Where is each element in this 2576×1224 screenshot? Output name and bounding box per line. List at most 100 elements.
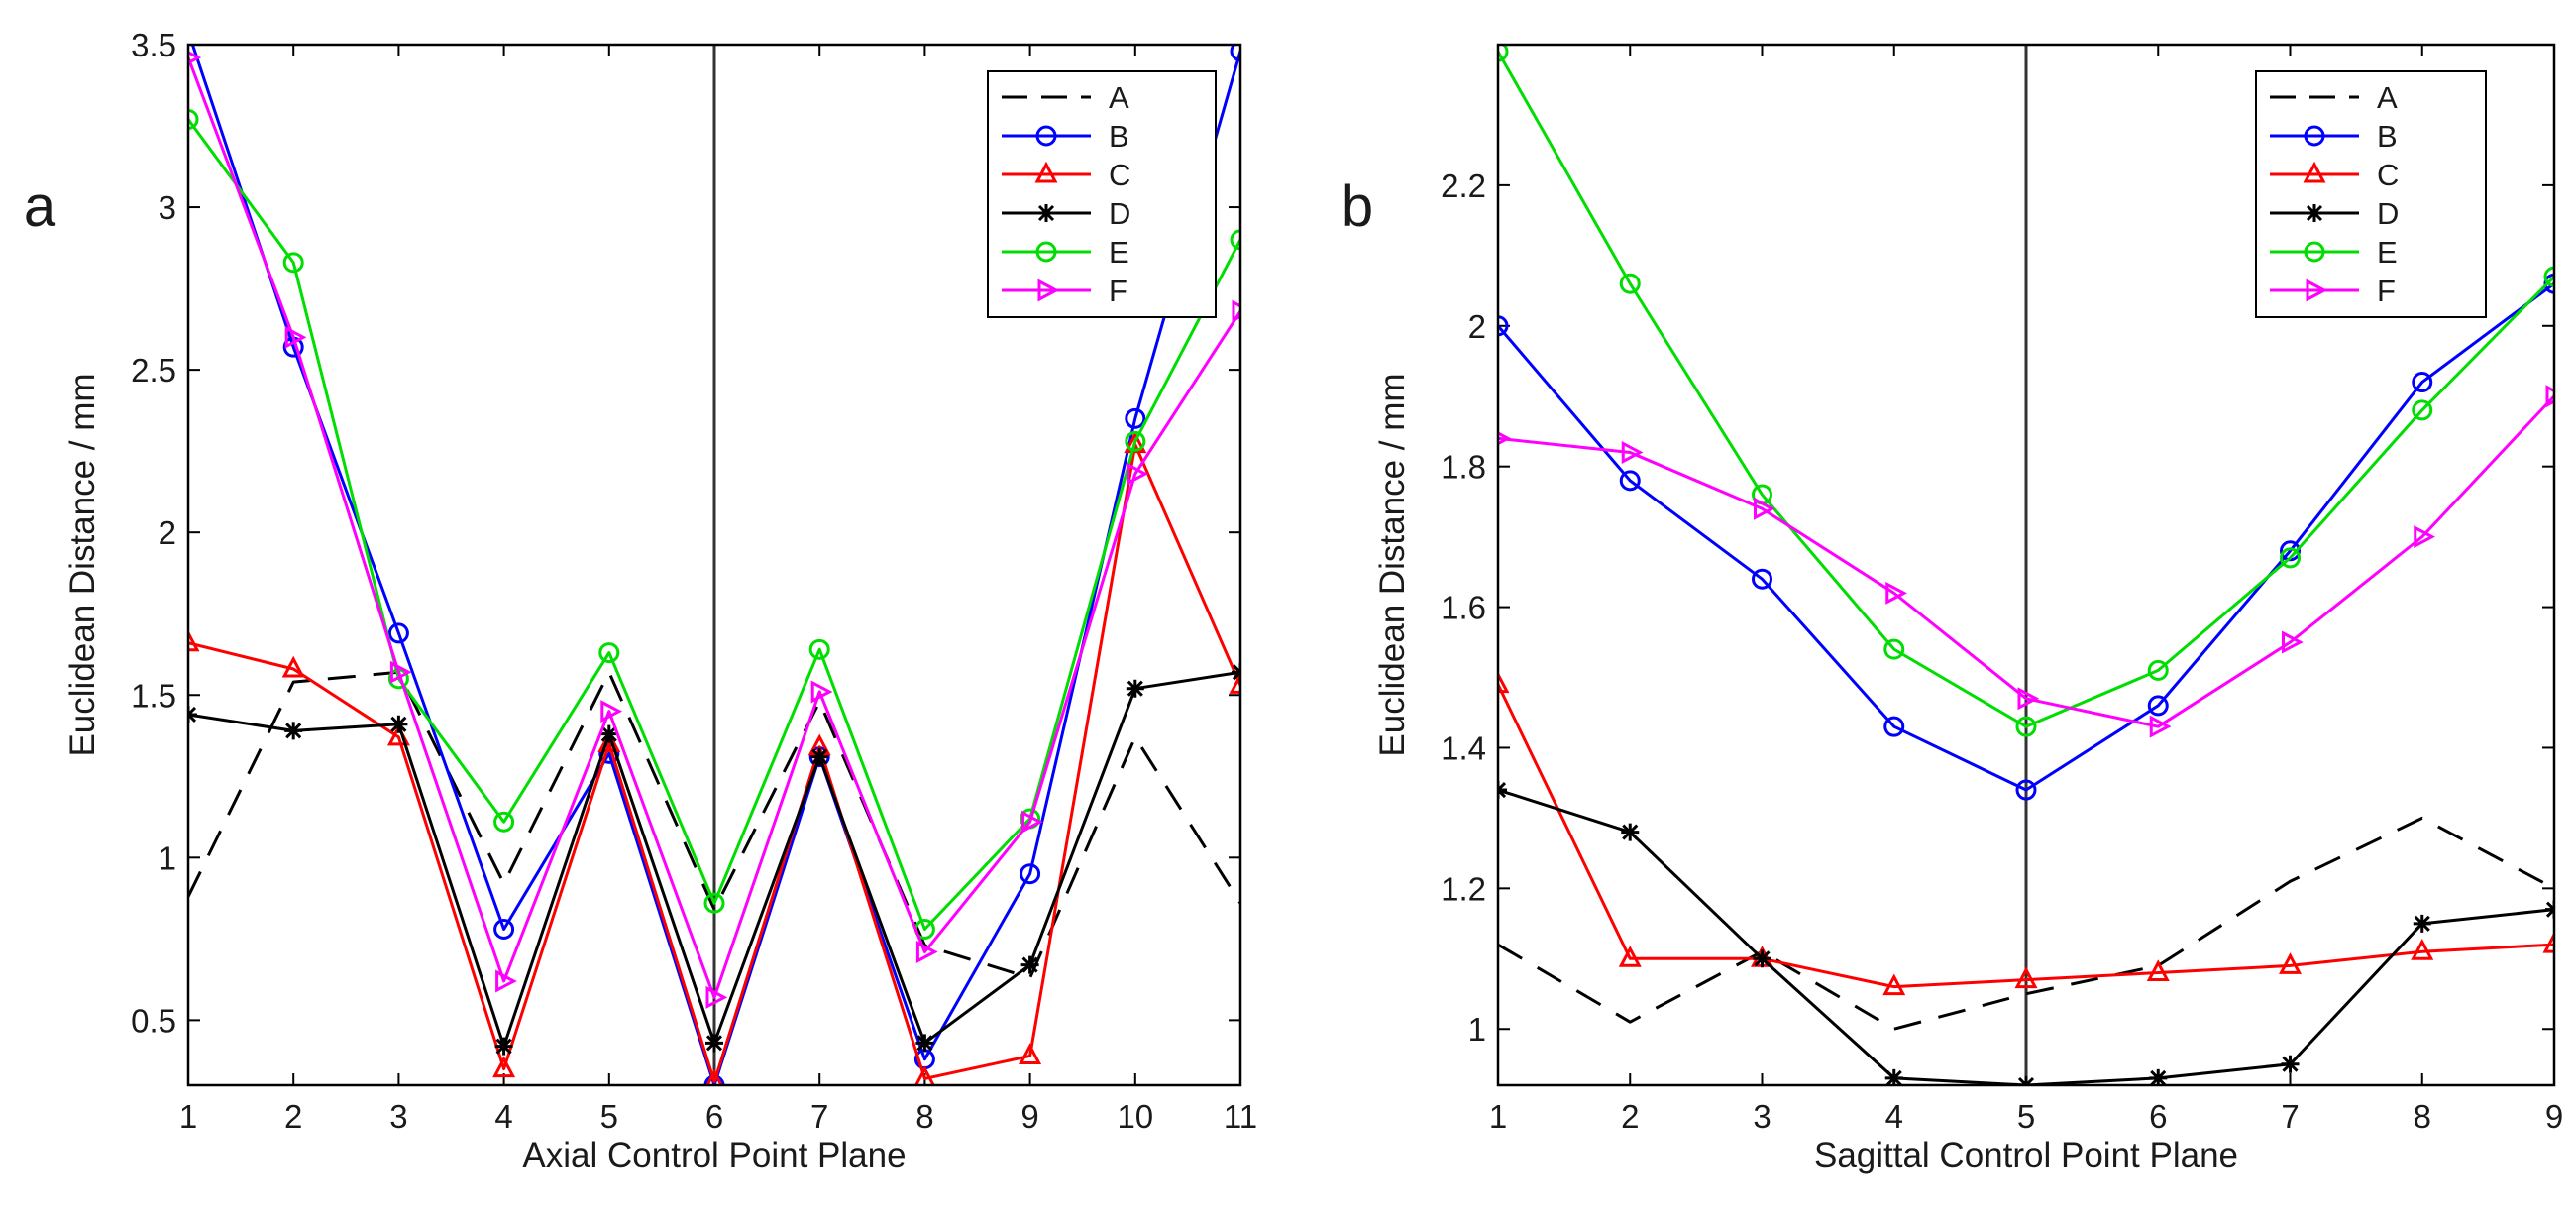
series-line-D	[1498, 788, 2554, 1085]
data-point-asterisk	[2149, 1068, 2168, 1085]
data-point-triangle-right	[1621, 440, 1644, 464]
data-point-circle	[1125, 430, 1146, 452]
series-D	[1498, 781, 2554, 1085]
y-tick-label: 1.5	[131, 677, 176, 714]
data-point-asterisk	[1020, 955, 1039, 974]
data-point-triangle-right	[1232, 299, 1240, 323]
data-point-asterisk	[389, 715, 408, 733]
data-point-triangle-right	[600, 700, 623, 723]
data-point-circle	[2280, 547, 2301, 569]
y-tick-label: 2.2	[1441, 167, 1486, 204]
data-point-triangle	[597, 730, 621, 752]
data-point-circle	[808, 638, 830, 660]
data-point-circle	[2412, 399, 2433, 421]
y-axis-title: Euclidean Distance / mm	[63, 373, 102, 756]
series-line-B	[1498, 282, 2554, 792]
data-point-circle	[2147, 695, 2169, 717]
data-point-triangle-right	[915, 940, 938, 963]
data-point-triangle-right	[810, 680, 833, 704]
x-tick-label: 9	[2545, 1098, 2563, 1135]
data-point-circle	[387, 622, 409, 644]
panel-label: a	[24, 174, 56, 239]
x-axis-title: Sagittal Control Point Plane	[1814, 1136, 2238, 1174]
legend-label-C: C	[1109, 158, 1130, 192]
legend-label-D: D	[1109, 196, 1130, 231]
y-tick-label: 1	[159, 839, 176, 876]
data-point-triangle	[188, 629, 200, 652]
legend-label-A: A	[2377, 80, 2398, 115]
data-point-asterisk	[599, 724, 618, 743]
data-point-asterisk	[810, 747, 829, 766]
data-point-triangle	[1618, 946, 1642, 967]
y-tick-label: 1.2	[1441, 870, 1486, 907]
data-point-triangle-right	[2149, 715, 2172, 738]
data-point-triangle-right	[705, 985, 728, 1009]
chart-panel-b: b 1 2 3 4 5 6 7 8 9 1 1.2 1.4 1.6 1.8 2 2.2 Sagittal Cont…	[1342, 43, 2563, 1174]
series-line-E	[188, 118, 1240, 931]
data-point-circle	[703, 892, 725, 914]
x-axis-title: Axial Control Point Plane	[522, 1136, 906, 1174]
data-point-circle	[2015, 716, 2037, 737]
data-point-circle	[1035, 241, 1057, 263]
data-point-triangle-right	[495, 969, 517, 993]
data-point-asterisk	[2413, 914, 2431, 933]
y-tick-label: 0.5	[131, 1002, 176, 1039]
series-D	[188, 663, 1240, 1056]
legend-box	[987, 70, 1217, 318]
data-point-circle	[1883, 638, 1905, 660]
legend-label-B: B	[2377, 119, 2398, 154]
legend-label-F: F	[1109, 274, 1127, 308]
x-tick-label: 3	[1753, 1098, 1771, 1135]
data-point-triangle	[1019, 1043, 1042, 1064]
data-point-triangle	[2146, 959, 2170, 981]
x-tick-label: 8	[2414, 1098, 2431, 1135]
legend-label-E: E	[1109, 235, 1129, 270]
series-A	[1498, 816, 2554, 1031]
data-point-circle	[1619, 273, 1641, 294]
x-tick-label: 6	[705, 1098, 723, 1135]
data-point-circle	[1035, 125, 1057, 147]
x-tick-label: 7	[810, 1098, 828, 1135]
data-point-asterisk	[284, 722, 303, 740]
data-point-triangle	[1498, 671, 1510, 694]
data-point-triangle-right	[1127, 462, 1149, 486]
legend-label-D: D	[2377, 196, 2399, 231]
data-point-triangle-right	[284, 325, 307, 349]
data-point-asterisk	[915, 1034, 934, 1053]
data-point-triangle-right	[1885, 581, 1907, 605]
data-point-triangle-right	[2306, 278, 2328, 302]
data-point-triangle-right	[1754, 497, 1775, 520]
data-point-triangle-right	[2545, 385, 2554, 408]
data-point-asterisk	[494, 1037, 513, 1056]
data-point-triangle	[2014, 966, 2038, 989]
series-line-C	[188, 443, 1240, 1084]
y-tick-label: 1.4	[1441, 729, 1486, 766]
series-line-F	[188, 56, 1240, 999]
y-tick-label: 2.5	[131, 352, 176, 389]
y-tick-label: 3	[159, 189, 176, 226]
y-tick-label: 1.8	[1441, 449, 1486, 486]
legend-label-F: F	[2377, 274, 2396, 308]
data-point-asterisk	[705, 1034, 723, 1053]
data-point-triangle	[1229, 672, 1240, 694]
data-point-circle	[493, 811, 515, 833]
data-point-triangle	[2542, 931, 2554, 953]
data-point-circle	[598, 642, 620, 664]
data-point-triangle	[2411, 938, 2434, 960]
data-point-circle	[2304, 125, 2325, 147]
x-tick-label: 5	[2017, 1098, 2035, 1135]
data-point-triangle-right	[1021, 810, 1043, 834]
data-point-circle	[2304, 241, 2325, 263]
data-point-triangle	[492, 1056, 516, 1078]
legend-label-B: B	[1109, 119, 1129, 154]
data-point-circle	[1752, 568, 1772, 590]
data-point-asterisk	[1037, 204, 1055, 222]
y-tick-label: 2	[159, 514, 176, 551]
plot-frame	[186, 43, 1242, 1087]
data-point-asterisk	[1126, 679, 1144, 698]
data-point-circle	[1498, 45, 1509, 62]
y-tick-label: 3.5	[131, 27, 176, 63]
x-tick-label: 5	[600, 1098, 618, 1135]
